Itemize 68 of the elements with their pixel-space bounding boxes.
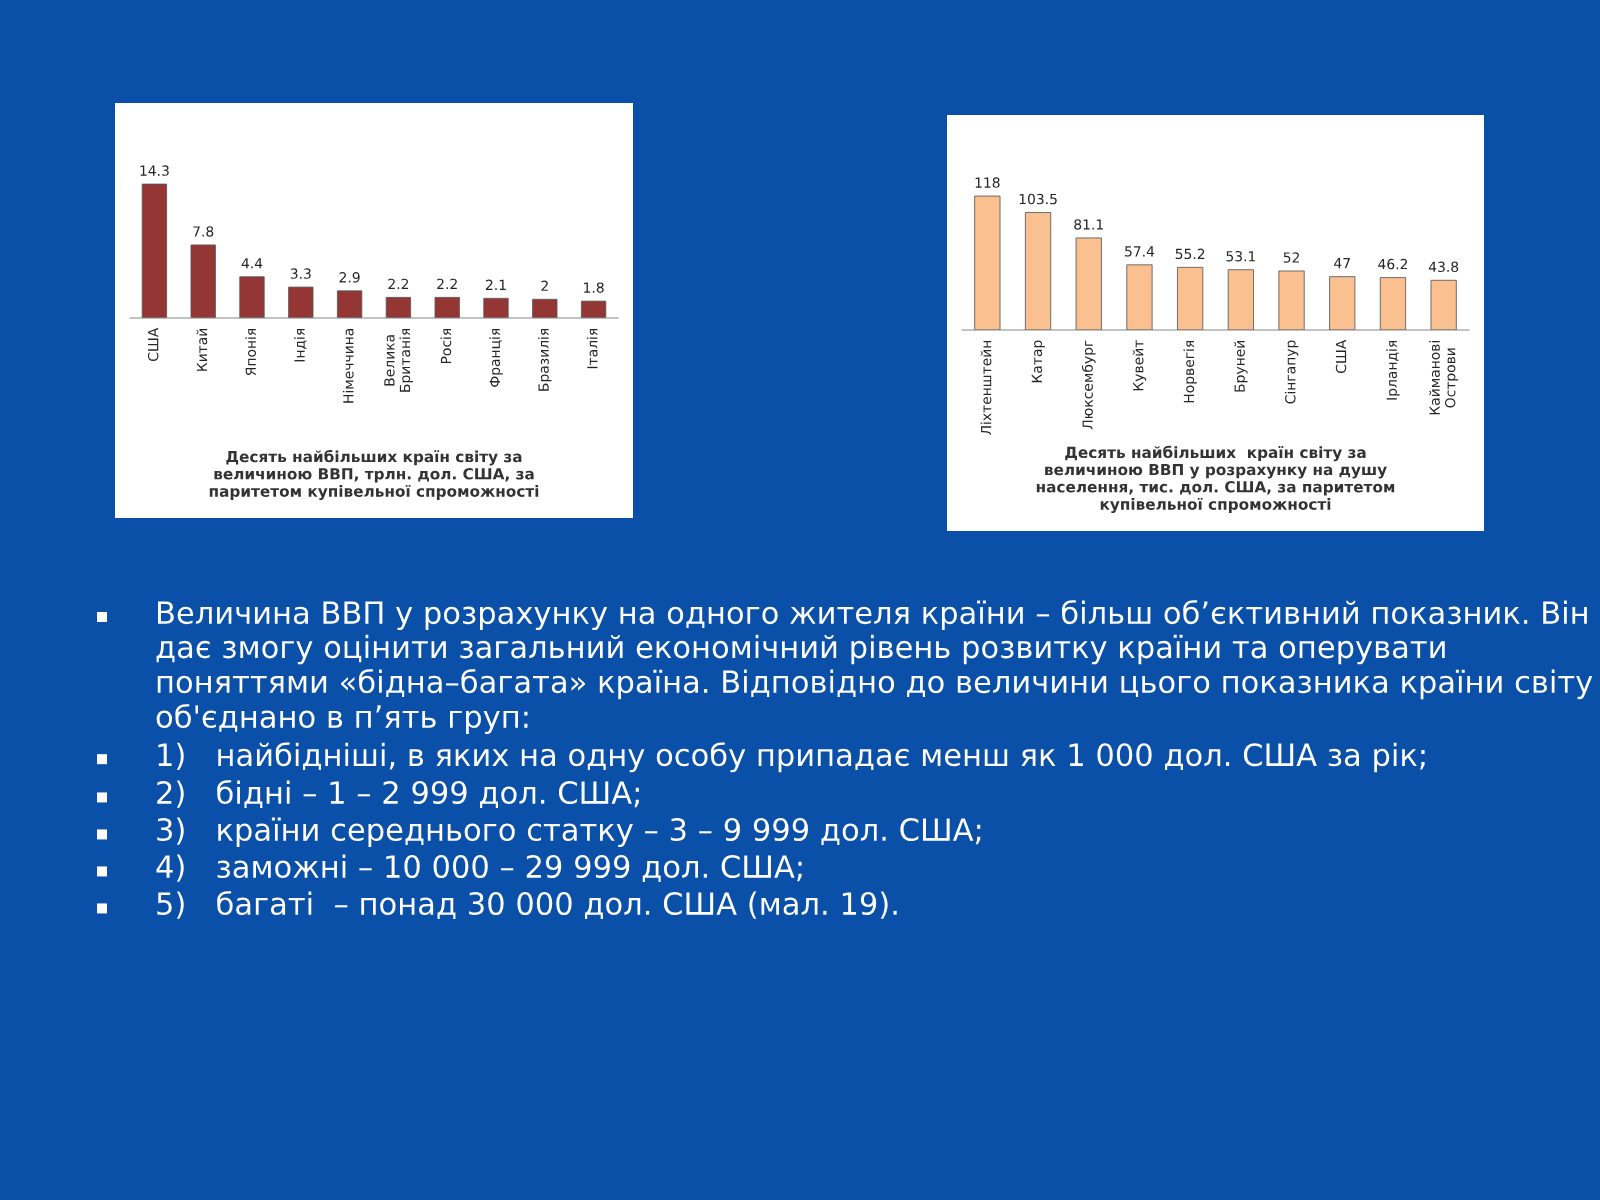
text: Десять найбільших країн світу за величиною ВВП, трлн. дол. США, за паритетом купівельної спроможності [209,450,539,500]
x-tick-label: Німеччина [342,328,354,403]
text: 5) багаті – понад 30 000 дол. США (мал. 19). [157,890,897,919]
text: 1) найбідніші, в яких на одну особу припадає менш як 1 000 дол. США за рік; [158,742,1425,773]
x-tick-label: Бруней [1234,340,1248,392]
x-tick-label: Індія [294,328,307,362]
data-label: 53.1 [1226,250,1256,262]
bar [1024,212,1052,330]
data-label: 2.2 [388,278,409,289]
x-tick-label: Бразилія [538,328,552,391]
x-tick-label: Норвегія [1183,340,1197,403]
bar [385,296,412,318]
data-label: 57.4 [1125,246,1155,257]
bar [1075,237,1102,330]
data-label: 118 [975,177,1000,188]
x-tick-label: Ірландія [1386,340,1400,400]
text: 3) країни середнього статку – 3 – 9 999 дол. США; [157,817,981,848]
x-tick-label: Люксембург [1081,340,1096,430]
data-label: 14.3 [140,165,169,176]
data-label: 55.2 [1175,248,1205,260]
bar [532,298,558,318]
x-tick-label: Китай [196,328,208,371]
data-label: 7.8 [193,226,214,237]
x-tick-label: Італія [586,328,598,369]
bar [483,297,509,318]
bar [974,195,1001,330]
data-label: 2.2 [437,278,457,289]
x-tick-label: США [1335,339,1347,373]
text: 4) заможні – 10 000 – 29 999 дол. США; [156,854,802,882]
data-label: 43.8 [1428,261,1459,273]
bar [190,244,216,318]
x-tick-label: Ліхтенштейн [980,340,992,435]
bar [1177,266,1204,330]
data-label: 81.1 [1074,219,1103,230]
bar [239,276,265,318]
data-label: 2.1 [485,279,506,290]
bar [434,296,460,318]
bar [1329,276,1356,330]
text: Десять найбільших країн світу за величиною ВВП у розрахунку на душу населення, тис. дол. США, за паритетом купівельної спроможності [1036,445,1395,513]
data-label: 46.2 [1378,258,1408,270]
x-tick-label: Франція [489,328,503,387]
x-tick-label: Японія [245,328,257,376]
data-label: 2.9 [339,272,360,283]
x-tick-label: США [147,327,159,361]
bar [1430,279,1457,330]
data-label: 2 [541,280,548,291]
text: 2) бідні – 1 – 2 999 дол. США; [157,779,639,808]
text: Величина ВВП у розрахунку на одного жителя країни – більш об’єктивний показник. Він дає змогу оцінити загальний економічний рівень розвитку країни та оперувати поняттями «бідна–багата» країна. Відповідно до величини цього показника країни світу об'єднано в п’ять груп: [156,600,1593,734]
bar [580,300,607,318]
data-label: 103.5 [1019,193,1057,205]
bar [1126,264,1153,330]
bar [1379,277,1407,330]
bar [288,286,314,318]
data-label: 4.4 [241,258,263,269]
x-tick-label: Росія [440,328,452,364]
x-tick-label: Катар [1031,340,1045,383]
bar [1278,270,1305,330]
bar [141,183,168,318]
data-label: 1.8 [584,282,604,293]
data-label: 3.3 [290,268,311,279]
x-tick-label: Кайманові Острови [1429,341,1459,415]
x-tick-label: Кувейт [1132,340,1147,391]
bar [336,290,363,318]
x-tick-label: Велика Британія [384,328,413,392]
x-tick-label: Сінгапур [1284,340,1299,404]
bar [1227,269,1254,330]
data-label: 52 [1283,252,1299,263]
data-label: 47 [1334,258,1350,269]
